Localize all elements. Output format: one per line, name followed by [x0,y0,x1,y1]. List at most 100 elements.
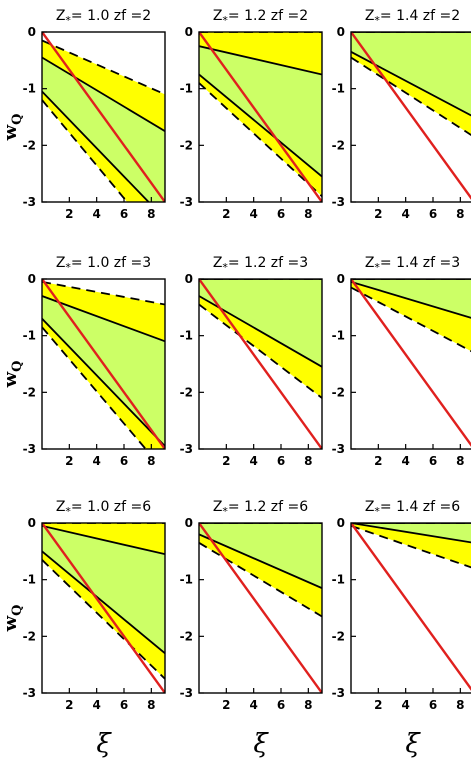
panel-2-right-inner-lower-line [351,280,471,319]
panel-1-right-plot-area [351,32,471,200]
panel-1-right-frame [350,31,471,203]
panel-2-left-xtick-label: 4 [92,454,100,468]
panel-1-mid-xtick-label: 4 [249,207,257,221]
panel-1-mid-frame [198,31,323,203]
panel-3-right-xtick-label: 6 [429,698,437,712]
panel-3-mid-ytick-label: -2 [180,629,193,643]
panel-1-mid-model-line [199,32,322,202]
panel-2-left-inner-lower-line [42,318,165,447]
panel-1-right-model-line [351,32,471,200]
panel-1-left-ytick-label: -3 [23,195,36,209]
panel-1-right-xtick-label: 2 [374,207,382,221]
panel-1-left: 0 -1 -2 -3 2 4 6 8 Z*= 1.0 zf =2 [23,8,166,221]
panel-1-left-frame [41,31,166,203]
panel-3-left-xtick-label: 4 [92,698,100,712]
panel-1-mid-ytick-label: -2 [180,138,193,152]
panel-2-right-title: Z*= 1.4 zf =3 [365,255,460,274]
panel-3-left-ytick-label: -1 [23,573,36,587]
panel-1-left-inner-upper-line [42,56,165,132]
panel-2-mid-ytick-label: 0 [185,272,193,286]
panel-2-right-xtick-label: 2 [374,454,382,468]
panel-2-right-outer-lower-dashed [351,286,471,353]
panel-3-left-inner-upper-line [42,524,165,556]
panel-3-right-inner-band [351,523,471,543]
panel-1-mid-inner-lower-line [199,73,322,178]
panel-2-left-plot-area [42,279,165,449]
panel-3-mid-frame [198,522,323,694]
panel-1-left-outer-upper-dashed [42,39,165,96]
panel-2-right-xtick-label: 8 [456,454,464,468]
panel-3-right-title: Z*= 1.4 zf =6 [365,499,460,518]
panel-2-mid-ytick-label: -3 [180,442,193,456]
panel-1-mid-ytick-label: -1 [180,82,193,96]
panel-3-left-model-line [42,523,165,693]
panel-1-right-xtick-label: 6 [429,207,437,221]
panel-2-left: 0 -1 -2 -3 2 4 6 8 Z*= 1.0 zf =3 [23,255,166,468]
ylabel-row-2: wQ [0,361,25,389]
panel-1-mid-plot-area [199,32,322,202]
panel-2-right-xtick-label: 4 [401,454,409,468]
panel-3-right-ytick-label: -3 [332,686,345,700]
xlabel-col-2: ξ [253,729,269,759]
panel-2-right-frame [350,278,471,450]
panel-1-mid-ytick-label: 0 [185,25,193,39]
panel-3-mid-inner-lower-line [199,533,322,589]
panel-1-right-ytick-label: 0 [337,25,345,39]
xlabel-col-3: ξ [405,729,421,759]
panel-3-left-ytick-label: -3 [23,686,36,700]
panel-1-mid-title: Z*= 1.2 zf =2 [213,8,308,27]
panel-3-right-plot-area [351,523,471,691]
panel-2-mid-plot-area [199,279,322,449]
panel-1-right: 0 -1 -2 -3 2 4 6 8 Z*= 1.4 zf =2 [332,8,471,221]
panel-3-right-outer-lower-dashed [351,524,471,569]
panel-2-left-model-line [42,279,165,449]
panel-1-mid-ytick-label: -3 [180,195,193,209]
panel-1-left-inner-band [42,57,165,202]
panel-1-right-xtick-label: 8 [456,207,464,221]
panel-1-right-outer-lower-dashed [351,56,471,136]
panel-2-mid-ytick-label: -2 [180,385,193,399]
panel-3-right: 0 -1 -2 -3 2 4 6 8 Z*= 1.4 zf =6 [332,499,471,712]
panel-2-left-ytick-label: -3 [23,442,36,456]
panel-1-mid-inner-band [199,46,322,177]
panel-2-mid-xtick-label: 2 [222,454,230,468]
panel-1-mid-inner-upper-line [199,45,322,76]
panel-2-right-ytick-label: -3 [332,442,345,456]
panel-2-left-outer-lower-dashed [42,326,147,449]
panel-1-left-plot-area [42,32,165,202]
panel-3-left-inner-band [42,525,165,654]
panel-1-left-xtick-label: 4 [92,207,100,221]
panel-3-mid-xtick-label: 6 [277,698,285,712]
panel-2-right-xtick-label: 6 [429,454,437,468]
panel-1-left-ytick-label: -1 [23,82,36,96]
panel-3-left-plot-area [42,523,165,693]
panel-1-mid-xtick-label: 2 [222,207,230,221]
panel-2-left-xtick-label: 2 [65,454,73,468]
panel-3-right-frame [350,522,471,694]
panel-1-left-xtick-label: 2 [65,207,73,221]
panel-1-left-model-line [42,32,165,202]
panel-3-left-xtick-label: 8 [147,698,155,712]
panel-3-mid-inner-band [199,523,322,589]
panel-3-mid-ytick-label: -3 [180,686,193,700]
panel-1-mid: 0 -1 -2 -3 2 4 6 8 Z*= 1.2 zf =2 [180,8,323,221]
panel-1-left-inner-lower-line [42,90,150,202]
panel-3-left-outer-lower-dashed [42,559,165,680]
panel-2-left-outer-upper-dashed [42,280,165,306]
panel-2-mid-xtick-label: 6 [277,454,285,468]
panel-3-right-inner-lower-line [351,523,471,544]
panel-3-mid-ytick-label: -1 [180,573,193,587]
panel-3-left-inner-lower-line [42,550,165,655]
panel-2-mid-frame [198,278,323,450]
panel-2-mid-outer-lower-dashed [199,303,322,399]
panel-2-right-ytick-label: 0 [337,272,345,286]
panel-1-left-title: Z*= 1.0 zf =2 [56,8,151,27]
panel-2-left-title: Z*= 1.0 zf =3 [56,255,151,274]
panel-3-mid-xtick-label: 4 [249,698,257,712]
xlabel-col-1: ξ [96,729,112,759]
panel-3-left-frame [41,522,166,694]
panel-2-mid-xtick-label: 4 [249,454,257,468]
panel-1-right-xtick-label: 4 [401,207,409,221]
panel-3-right-ytick-label: -1 [332,573,345,587]
